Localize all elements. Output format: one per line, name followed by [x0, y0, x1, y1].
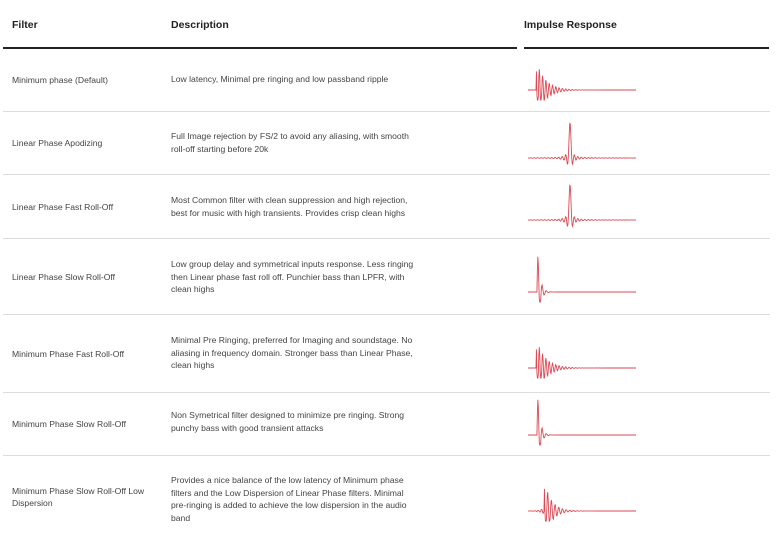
row-separator — [3, 392, 770, 393]
filter-name: Minimum Phase Fast Roll-Off — [12, 348, 125, 359]
table-row: Minimum Phase Slow Roll-Off Low Dispersi… — [0, 456, 780, 538]
filter-description: Full Image rejection by FS/2 to avoid an… — [171, 131, 409, 154]
table-row: Linear Phase Apodizing Full Image rejecti… — [0, 112, 780, 175]
filter-description: Low group delay and symmetrical inputs r… — [171, 259, 414, 294]
table-row: Linear Phase Slow Roll-Off Low group dela… — [0, 239, 780, 315]
impulse-response-line — [528, 347, 636, 379]
row-separator — [3, 238, 770, 239]
impulse-response-line — [528, 69, 636, 101]
filter-description: Non Symetrical filter designed to minimi… — [171, 410, 405, 433]
filter-name: Linear Phase Apodizing — [12, 138, 103, 149]
filter-description: Provides a nice balance of the low laten… — [171, 475, 407, 523]
table-row: Minimum phase (Default) Low latency, Mini… — [0, 49, 780, 112]
row-separator — [3, 455, 770, 456]
header-rule-left — [3, 47, 517, 49]
impulse-response-line — [528, 256, 636, 303]
filter-description: Minimal Pre Ringing, preferred for Imagi… — [171, 335, 413, 370]
filter-description: Low latency, Minimal pre ringing and low… — [171, 74, 389, 84]
impulse-response-plot — [528, 256, 636, 303]
impulse-response-plot — [527, 122, 637, 166]
impulse-response-line — [527, 122, 637, 166]
filter-name: Minimum Phase Slow Roll-Off — [12, 419, 126, 430]
header-filter: Filter — [12, 19, 38, 31]
impulse-response-plot — [528, 347, 636, 379]
impulse-response-plot — [527, 488, 636, 522]
header-impulse-response: Impulse Response — [524, 19, 617, 31]
table-row: Linear Phase Fast Roll-Off Most Common fi… — [0, 175, 780, 239]
header-description: Description — [171, 19, 229, 31]
table-row: Minimum Phase Fast Roll-Off Minimal Pre R… — [0, 315, 780, 393]
filter-name: Linear Phase Fast Roll-Off — [12, 201, 114, 212]
impulse-response-plot — [528, 399, 636, 446]
impulse-response-plot — [527, 184, 637, 228]
impulse-response-line — [527, 488, 636, 522]
filter-name: Minimum Phase Slow Roll-Off Low Dispersi… — [12, 485, 145, 509]
filter-name: Linear Phase Slow Roll-Off — [12, 271, 116, 282]
table-row: Minimum Phase Slow Roll-Off Non Symetrica… — [0, 393, 780, 456]
row-separator — [3, 174, 770, 175]
impulse-response-line — [528, 399, 636, 446]
header-rule-right — [524, 47, 769, 49]
impulse-response-line — [527, 184, 637, 228]
filter-description: Most Common filter with clean suppressio… — [171, 195, 408, 218]
row-separator — [3, 314, 770, 315]
row-separator — [3, 111, 770, 112]
filter-name: Minimum phase (Default) — [12, 75, 108, 86]
impulse-response-plot — [528, 69, 636, 101]
